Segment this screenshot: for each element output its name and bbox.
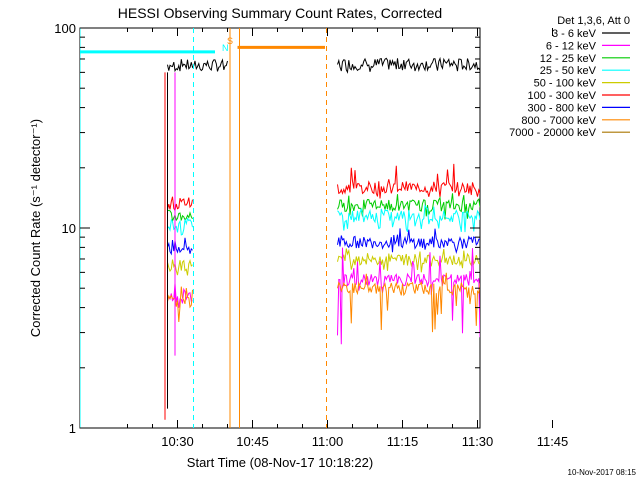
legend-entry-label: 12 - 25 keV: [540, 53, 597, 65]
series-line: [167, 217, 193, 236]
series-line: [167, 259, 193, 276]
footer-timestamp: 10-Nov-2017 08:15: [568, 468, 637, 477]
series-line: [337, 193, 480, 220]
x-tick-label: 11:15: [387, 434, 419, 449]
legend-entry-label: 50 - 100 keV: [534, 78, 597, 90]
annotation-label: N: [222, 43, 229, 53]
y-tick-label: 100: [54, 21, 76, 36]
x-tick-label: 11:45: [537, 434, 569, 449]
series-line: [167, 58, 228, 73]
y-axis-label: Corrected Count Rate (s⁻¹ detector⁻¹): [28, 119, 43, 337]
series-line: [337, 204, 480, 233]
x-tick-label: 11:30: [462, 434, 494, 449]
legend-entry-label: 300 - 800 keV: [528, 102, 597, 114]
series-line: [167, 237, 193, 256]
y-tick-label: 10: [62, 221, 76, 236]
x-tick-label: 11:00: [312, 434, 344, 449]
series-line: [337, 272, 480, 333]
legend-entry-label: 800 - 7000 keV: [521, 115, 596, 127]
x-tick-label: 10:45: [236, 434, 269, 449]
legend-title: Det 1,3,6, Att 0: [557, 15, 630, 27]
axes: 10:30 10:45 11:00 11:15 11:30 11:45 1 10 100: [54, 21, 568, 449]
series-line: [337, 247, 480, 345]
legend-entry-label: 7000 - 20000 keV: [509, 127, 597, 139]
legend-entry-label: 25 - 50 keV: [540, 65, 597, 77]
chart-title: HESSI Observing Summary Count Rates, Cor…: [118, 5, 442, 21]
series-line: [167, 196, 193, 213]
series-line: [167, 286, 193, 323]
x-axis-label: Start Time (08-Nov-17 10:18:22): [187, 455, 373, 470]
legend-entry-label: 6 - 12 keV: [546, 40, 597, 52]
legend-entry-label: 100 - 300 keV: [528, 90, 597, 102]
series-line: [337, 228, 480, 254]
series-line: [337, 163, 480, 199]
legend-entry-label: 3 - 6 keV: [552, 28, 597, 40]
annotation-label: S: [227, 36, 233, 46]
plot-area: [80, 28, 480, 428]
series-line: [337, 56, 480, 74]
y-tick-label: 1: [69, 421, 76, 436]
x-tick-label: 10:30: [161, 434, 194, 449]
plot-frame: [79, 27, 481, 429]
series-line: [167, 209, 193, 223]
series-line: [337, 248, 480, 273]
